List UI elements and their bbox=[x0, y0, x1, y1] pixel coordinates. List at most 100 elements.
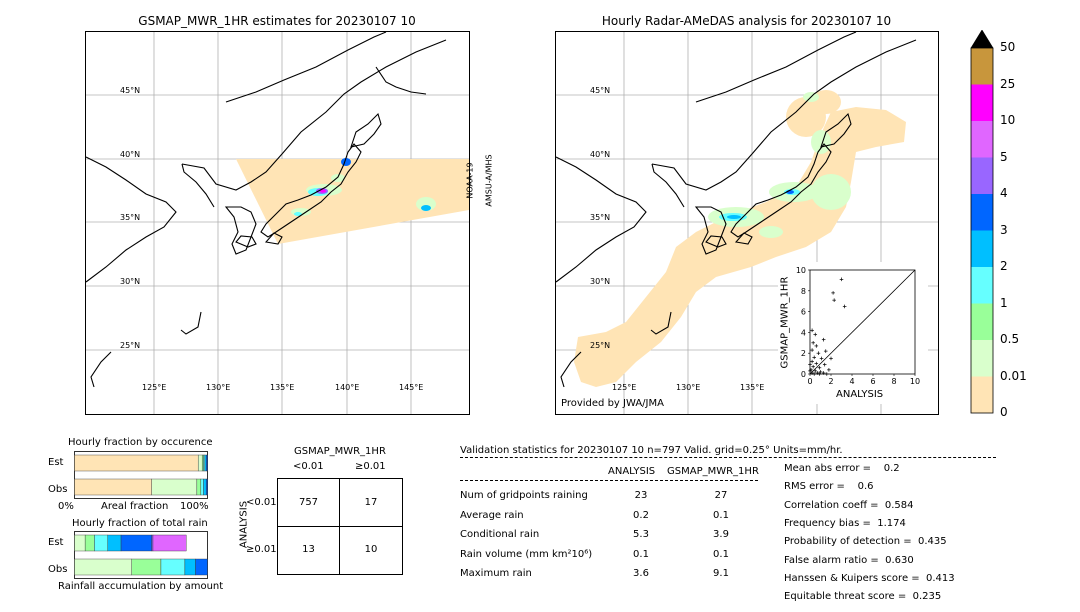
validation-score: False alarm ratio = 0.630 bbox=[784, 554, 914, 566]
right-map-title: Hourly Radar-AMeDAS analysis for 2023010… bbox=[601, 14, 892, 28]
fraction-bar-segment bbox=[84, 534, 95, 552]
validation-divider-top bbox=[460, 457, 996, 458]
right-lat-label: 35°N bbox=[590, 213, 610, 222]
scatter-point bbox=[815, 371, 820, 375]
contingency-col-ge: ≥0.01 bbox=[355, 461, 386, 472]
right-lat-label: 40°N bbox=[590, 150, 610, 159]
scatter-point bbox=[812, 372, 816, 376]
right-lat-label: 30°N bbox=[590, 277, 610, 286]
scatter-xlabel: ANALYSIS bbox=[836, 389, 884, 400]
occurrence-title: Hourly fraction by occurence bbox=[68, 437, 213, 448]
fraction-bar-segment bbox=[120, 534, 152, 552]
validation-col-analysis: ANALYSIS bbox=[608, 466, 656, 477]
scatter-y-tick: 0 bbox=[801, 370, 806, 379]
scatter-point bbox=[813, 332, 818, 337]
scatter-point bbox=[808, 369, 812, 373]
scatter-y-tick: 10 bbox=[796, 266, 806, 275]
scatter-point bbox=[817, 365, 822, 370]
fraction-bar-segment bbox=[74, 478, 152, 496]
satellite-label-1: NOAA-19 bbox=[465, 162, 475, 199]
scatter-point bbox=[814, 361, 819, 366]
colorbar-label: 2 bbox=[1000, 259, 1008, 273]
fraction-bar-segment bbox=[205, 478, 208, 496]
rain-fraction-chart bbox=[74, 531, 208, 579]
scatter-point bbox=[823, 349, 828, 353]
validation-score: Mean abs error = 0.2 bbox=[784, 463, 900, 474]
scatter-x-tick: 2 bbox=[828, 377, 833, 386]
validation-row-label: Maximum rain bbox=[460, 568, 532, 579]
validation-row-analysis: 0.1 bbox=[633, 548, 649, 560]
occ-tick-0: 0% bbox=[58, 501, 74, 512]
colorbar-label: 25 bbox=[1000, 76, 1016, 91]
scatter-point bbox=[817, 372, 822, 376]
scatter-y-tick: 6 bbox=[801, 308, 806, 317]
right-map-canvas: 45°N 40°N 35°N 30°N 25°N 125°E 130°E 135… bbox=[556, 32, 938, 414]
rain-row-label-est: Est bbox=[48, 537, 64, 548]
colorbar-cell bbox=[971, 194, 993, 231]
colorbar-label: 0.01 bbox=[1000, 368, 1027, 383]
validation-header: Validation statistics for 20230107 10 n=… bbox=[460, 445, 843, 456]
scatter-point bbox=[822, 362, 827, 367]
colorbar-label: 0 bbox=[1000, 405, 1008, 419]
colorbar-label: 4 bbox=[1000, 186, 1008, 200]
colorbar-cell bbox=[971, 48, 993, 85]
fraction-bar-segment bbox=[197, 454, 203, 472]
contingency-row-ge: ≥0.01 bbox=[246, 544, 277, 555]
colorbar-label: 10 bbox=[1000, 113, 1016, 127]
validation-row-label: Conditional rain bbox=[460, 529, 540, 540]
scatter-point bbox=[812, 355, 816, 360]
left-lon-label: 135°E bbox=[270, 383, 294, 392]
validation-row-analysis: 5.3 bbox=[633, 529, 649, 540]
colorbar-label: 3 bbox=[1000, 222, 1008, 237]
scatter-point bbox=[825, 372, 829, 376]
satellite-label-2: AMSU-A/MHS bbox=[484, 154, 494, 207]
rain-row-label-obs: Obs bbox=[48, 564, 68, 575]
colorbar-over-arrow bbox=[970, 29, 994, 49]
scatter-point bbox=[808, 362, 812, 367]
right-lat-label: 45°N bbox=[590, 86, 610, 95]
fraction-bar-segment bbox=[74, 558, 132, 576]
fraction-bar-segment bbox=[74, 534, 86, 552]
scatter-point bbox=[821, 371, 826, 375]
scatter-point bbox=[810, 371, 814, 375]
validation-row-gsmap: 0.1 bbox=[713, 509, 729, 521]
scatter-plot: 0 2 4 6 8 10 0 2 4 6 8 10 bbox=[796, 266, 920, 386]
left-lat-label: 30°N bbox=[120, 277, 140, 286]
scatter-ylabel: GSMAP_MWR_1HR bbox=[779, 276, 791, 369]
colorbar-canvas bbox=[970, 29, 994, 414]
contingency-title: GSMAP_MWR_1HR bbox=[294, 446, 386, 457]
left-lat-label: 40°N bbox=[120, 150, 140, 159]
scatter-x-tick: 8 bbox=[891, 377, 896, 386]
fraction-bar-segment bbox=[203, 478, 207, 496]
colorbar-label: 1 bbox=[1000, 295, 1008, 310]
contingency-cell-d: 10 bbox=[364, 544, 378, 555]
scatter-point bbox=[842, 304, 847, 309]
scatter-point bbox=[818, 370, 823, 374]
fraction-bar-segment bbox=[151, 478, 198, 496]
validation-score: Equitable threat score = 0.235 bbox=[784, 591, 942, 603]
contingency-col-lt: <0.01 bbox=[293, 461, 324, 472]
scatter-inset: 0 2 4 6 8 10 0 2 4 6 8 10 ANALYSIS GSMAP_MWR_1HR bbox=[778, 262, 928, 404]
validation-row-analysis: 3.6 bbox=[633, 568, 649, 579]
colorbar-label: 5 bbox=[1000, 149, 1008, 164]
validation-col-gsmap: GSMAP_MWR_1HR bbox=[667, 466, 759, 477]
scatter-point bbox=[832, 298, 836, 302]
occurrence-chart bbox=[74, 451, 208, 499]
left-lon-label: 125°E bbox=[142, 383, 166, 392]
occ-tick-100: 100% bbox=[180, 501, 209, 512]
left-map-canvas: 45°N 40°N 35°N 30°N 25°N 125°E 130°E 135… bbox=[86, 32, 469, 414]
colorbar-cell bbox=[971, 376, 993, 413]
scatter-point bbox=[819, 356, 824, 361]
contingency-cell-a: 757 bbox=[298, 497, 319, 508]
validation-score: RMS error = 0.6 bbox=[784, 481, 874, 493]
satellite-swath bbox=[236, 159, 469, 244]
fraction-bar-segment bbox=[196, 478, 202, 496]
scatter-x-tick: 10 bbox=[910, 377, 920, 386]
fraction-bar-segment bbox=[184, 558, 196, 576]
validation-row-label: Num of gridpoints raining bbox=[460, 490, 588, 501]
colorbar: 50 25 10 5 4 3 2 1 0.5 0.01 0 bbox=[970, 29, 1030, 420]
fraction-bar-segment bbox=[160, 558, 186, 576]
scatter-point bbox=[831, 291, 835, 295]
scatter-point bbox=[813, 369, 818, 373]
colorbar-cell bbox=[971, 340, 993, 377]
